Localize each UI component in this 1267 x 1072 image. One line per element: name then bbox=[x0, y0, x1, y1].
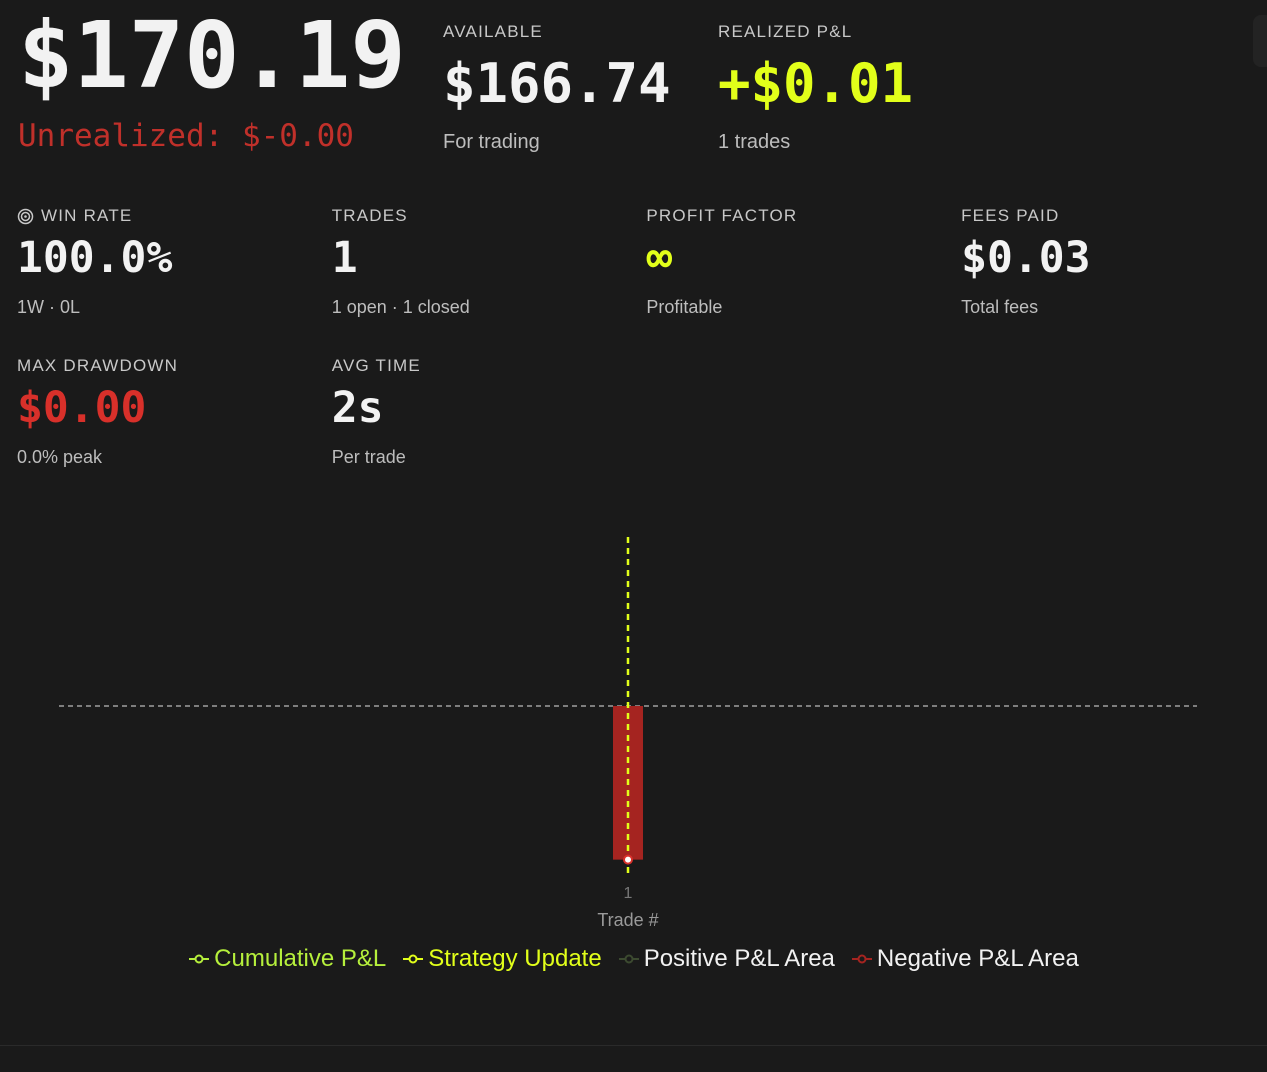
stat-label: TRADES bbox=[331, 206, 408, 225]
legend-icon bbox=[618, 954, 639, 964]
legend: Cumulative P&L Strategy Update Positive P&… bbox=[0, 945, 1267, 973]
stat-value: 2s bbox=[331, 383, 384, 433]
stat-value: ∞ bbox=[646, 233, 673, 283]
legend-label: Positive P&L Area bbox=[643, 945, 835, 972]
available-label: AVAILABLE bbox=[443, 22, 543, 41]
stat-value: $0.03 bbox=[961, 233, 1091, 283]
stat-label: AVG TIME bbox=[331, 356, 421, 375]
pnl-area bbox=[613, 706, 643, 860]
stat-note: 1W · 0L bbox=[17, 297, 81, 317]
available-value: $166.74 bbox=[443, 52, 671, 115]
realized-note: 1 trades bbox=[718, 131, 791, 153]
x-axis-label: Trade # bbox=[597, 910, 658, 930]
balance: $170.19 bbox=[18, 2, 406, 109]
legend-label: Strategy Update bbox=[428, 945, 602, 972]
realized-value: +$0.01 bbox=[718, 52, 914, 115]
x-tick-label: 1 bbox=[624, 885, 633, 902]
stat-label: FEES PAID bbox=[961, 206, 1060, 225]
legend-icon bbox=[851, 954, 872, 964]
legend-item[interactable]: Negative P&L Area bbox=[851, 945, 1079, 973]
legend-item[interactable]: Positive P&L Area bbox=[618, 945, 835, 973]
stat-note: Per trade bbox=[331, 447, 406, 467]
stat-value: 1 bbox=[331, 233, 358, 283]
legend-label: Cumulative P&L bbox=[214, 945, 387, 972]
legend-label: Negative P&L Area bbox=[876, 945, 1079, 972]
legend-item[interactable]: Strategy Update bbox=[402, 945, 602, 973]
stat-label: WIN RATE bbox=[41, 206, 133, 225]
side-button[interactable] bbox=[1253, 15, 1267, 67]
stat-note: Total fees bbox=[961, 297, 1039, 317]
stat-note: 0.0% peak bbox=[17, 447, 103, 467]
realized-label: REALIZED P&L bbox=[718, 22, 853, 41]
stat-value: $0.00 bbox=[17, 383, 147, 433]
cumulative-point bbox=[623, 854, 633, 865]
stat-note: 1 open · 1 closed bbox=[331, 297, 470, 317]
stat-label: PROFIT FACTOR bbox=[646, 206, 798, 225]
stat-label: MAX DRAWDOWN bbox=[17, 356, 179, 375]
legend-item[interactable]: Cumulative P&L bbox=[188, 945, 386, 973]
target-icon bbox=[17, 208, 34, 225]
stat-value: 100.0% bbox=[17, 233, 173, 283]
stat-note: Profitable bbox=[646, 297, 723, 317]
divider bbox=[0, 1045, 1267, 1046]
available-note: For trading bbox=[443, 131, 540, 153]
unrealized: Unrealized: $-0.00 bbox=[18, 118, 354, 154]
legend-icon bbox=[189, 954, 210, 964]
legend-icon bbox=[403, 954, 424, 964]
